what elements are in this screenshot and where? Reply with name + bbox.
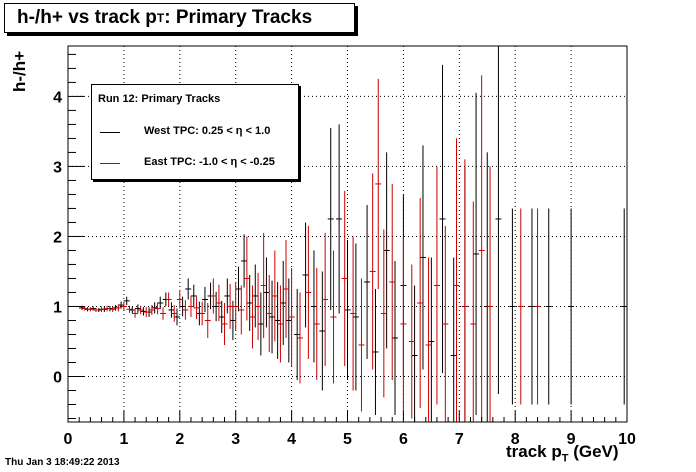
x-tick-label: 4	[287, 431, 296, 448]
timestamp: Thu Jan 3 18:49:22 2013	[5, 457, 120, 468]
x-axis-label-rest: (GeV)	[568, 442, 619, 461]
x-tick-label: 8	[511, 431, 520, 448]
data-series	[78, 46, 628, 422]
y-tick-label: 3	[53, 159, 62, 176]
x-tick-label: 1	[119, 431, 128, 448]
legend-swatch-east	[100, 163, 120, 164]
legend-label-west: West TPC: 0.25 < η < 1.0	[144, 125, 271, 137]
x-tick-label: 7	[455, 431, 464, 448]
x-tick-label: 5	[343, 431, 352, 448]
x-tick-label: 0	[64, 431, 73, 448]
x-tick-label: 2	[175, 431, 184, 448]
x-axis-label: track pT (GeV)	[506, 442, 619, 464]
x-tick-label: 10	[618, 431, 636, 448]
legend-entry-west: West TPC: 0.25 < η < 1.0	[92, 124, 298, 140]
tick-labels: 0 1 2 3 4 5 6 7 8 9 10 0 1 2 3 4	[53, 89, 636, 448]
chart-title-main: h-/h+ vs track p	[17, 7, 157, 28]
legend: Run 12: Primary Tracks West TPC: 0.25 < …	[91, 84, 299, 180]
legend-header: Run 12: Primary Tracks	[98, 93, 221, 105]
legend-entry-east: East TPC: -1.0 < η < -0.25	[92, 155, 298, 171]
y-tick-label: 0	[53, 369, 62, 386]
x-axis-label-sub: T	[561, 452, 569, 465]
y-tick-label: 2	[53, 229, 62, 246]
axes	[67, 45, 628, 423]
y-tick-label: 4	[53, 89, 62, 106]
y-axis-label: h-/h+	[10, 50, 29, 92]
legend-label-east: East TPC: -1.0 < η < -0.25	[144, 156, 275, 168]
chart-title-rest: : Primary Tracks	[164, 7, 313, 28]
series-east	[81, 75, 541, 422]
series-west	[78, 46, 628, 422]
chart-title-sub: T	[156, 11, 165, 25]
x-tick-label: 3	[231, 431, 240, 448]
x-tick-label: 9	[567, 431, 576, 448]
y-tick-label: 1	[53, 299, 62, 316]
legend-swatch-west	[100, 132, 120, 133]
x-axis-label-main: track p	[506, 442, 562, 461]
x-tick-label: 6	[399, 431, 408, 448]
